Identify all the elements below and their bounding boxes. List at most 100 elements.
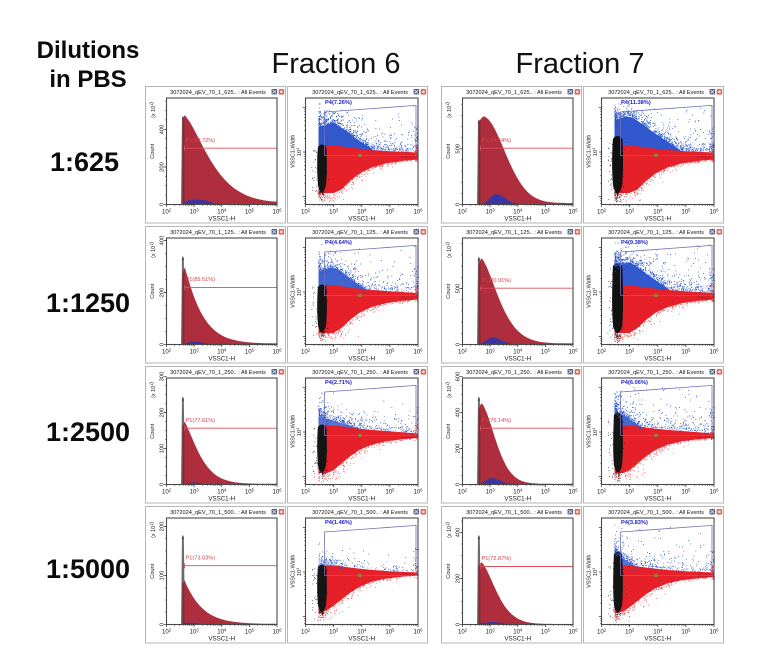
svg-text:0: 0 [456, 203, 462, 206]
svg-text:105: 105 [541, 487, 551, 495]
svg-text:103: 103 [486, 347, 496, 355]
svg-text:P1-C1: P1-C1 [402, 154, 415, 159]
svg-text:VSSC1-H: VSSC1-H [504, 635, 531, 642]
svg-text:103: 103 [592, 148, 599, 156]
svg-text:3072024_qEV_70_1_500.. : All E: 3072024_qEV_70_1_500.. : All Events [466, 510, 562, 516]
svg-text:103: 103 [329, 487, 339, 495]
svg-text:106: 106 [272, 487, 282, 495]
svg-text:104: 104 [653, 347, 663, 355]
svg-text:102: 102 [597, 627, 607, 635]
svg-text:104: 104 [217, 627, 227, 635]
svg-text:600: 600 [456, 372, 462, 382]
svg-text:105: 105 [245, 347, 255, 355]
svg-text:Count: Count [150, 283, 156, 298]
svg-text:3072024_qEV_70_1_500.. : All E: 3072024_qEV_70_1_500.. : All Events [312, 510, 408, 516]
svg-text:105: 105 [541, 627, 551, 635]
svg-text:106: 106 [272, 207, 282, 215]
svg-text:VSSC1-Width: VSSC1-Width [291, 275, 297, 308]
svg-text:VSSC1-Width: VSSC1-Width [587, 555, 593, 588]
svg-text:102: 102 [301, 347, 311, 355]
svg-text:1:625: 1:625 [50, 147, 119, 177]
svg-text:103: 103 [190, 627, 200, 635]
svg-text:P4(6.06%): P4(6.06%) [621, 380, 648, 386]
svg-text:500: 500 [456, 284, 462, 294]
svg-text:3072024_qEV_70_1_250.. : All E: 3072024_qEV_70_1_250.. : All Events [608, 370, 704, 376]
svg-text:P1-C1: P1-C1 [402, 434, 415, 439]
svg-text:P1(80.91%): P1(80.91%) [482, 278, 512, 284]
svg-text:VSSC1-Width: VSSC1-Width [291, 135, 297, 168]
svg-text:104: 104 [653, 487, 663, 495]
svg-text:106: 106 [709, 487, 719, 495]
svg-text:400: 400 [456, 528, 462, 538]
svg-text:103: 103 [329, 347, 339, 355]
svg-text:P1(84.54%): P1(84.54%) [482, 138, 512, 144]
svg-text:3072024_qEV_70_1_625.. : All E: 3072024_qEV_70_1_625.. : All Events [466, 90, 562, 96]
svg-text:3072024_qEV_70_1_125.. : All E: 3072024_qEV_70_1_125.. : All Events [608, 230, 704, 236]
svg-text:104: 104 [357, 487, 367, 495]
svg-text:(x 101): (x 101) [445, 522, 453, 538]
svg-text:105: 105 [541, 207, 551, 215]
svg-text:P1-C1: P1-C1 [698, 154, 711, 159]
svg-text:106: 106 [709, 207, 719, 215]
svg-text:100: 100 [160, 571, 166, 581]
svg-text:103: 103 [486, 207, 496, 215]
svg-text:P4(3.83%): P4(3.83%) [621, 520, 648, 526]
svg-text:Count: Count [446, 563, 452, 578]
svg-text:(x 101): (x 101) [445, 102, 453, 118]
svg-text:(x 101): (x 101) [149, 102, 157, 118]
svg-text:in PBS: in PBS [49, 66, 126, 93]
svg-text:Fraction 7: Fraction 7 [516, 48, 645, 80]
svg-text:103: 103 [296, 428, 303, 436]
svg-text:P1-C1: P1-C1 [402, 572, 415, 577]
svg-text:VSSC1-H: VSSC1-H [208, 495, 235, 502]
svg-text:0: 0 [160, 623, 166, 626]
svg-text:400: 400 [160, 236, 166, 246]
svg-text:102: 102 [162, 487, 172, 495]
svg-text:P1-C1: P1-C1 [698, 434, 711, 439]
svg-text:VSSC1-H: VSSC1-H [504, 355, 531, 362]
svg-text:102: 102 [301, 207, 311, 215]
svg-text:102: 102 [301, 627, 311, 635]
svg-text:200: 200 [160, 522, 166, 532]
svg-text:103: 103 [625, 627, 635, 635]
svg-text:106: 106 [568, 347, 578, 355]
svg-text:106: 106 [413, 347, 423, 355]
svg-text:105: 105 [245, 627, 255, 635]
svg-text:104: 104 [357, 627, 367, 635]
svg-text:0: 0 [160, 343, 166, 346]
svg-text:3072024_qEV_70_1_125.. : All E: 3072024_qEV_70_1_125.. : All Events [466, 230, 562, 236]
svg-text:VSSC1-H: VSSC1-H [348, 355, 375, 362]
svg-text:104: 104 [513, 207, 523, 215]
svg-text:400: 400 [160, 125, 166, 135]
svg-text:0: 0 [160, 483, 166, 486]
svg-text:3072024_qEV_70_1_250.. : All E: 3072024_qEV_70_1_250.. : All Events [312, 370, 408, 376]
svg-text:106: 106 [413, 627, 423, 635]
svg-text:103: 103 [296, 568, 303, 576]
svg-text:105: 105 [385, 347, 395, 355]
svg-text:105: 105 [385, 207, 395, 215]
svg-text:P4(11.38%): P4(11.38%) [621, 100, 651, 106]
svg-text:VSSC1-Width: VSSC1-Width [587, 415, 593, 448]
svg-text:VSSC1-H: VSSC1-H [644, 355, 671, 362]
svg-text:Count: Count [150, 563, 156, 578]
svg-text:0: 0 [456, 483, 462, 486]
svg-text:VSSC1-H: VSSC1-H [348, 635, 375, 642]
svg-text:VSSC1-Width: VSSC1-Width [291, 415, 297, 448]
svg-text:200: 200 [456, 574, 462, 584]
svg-text:106: 106 [272, 627, 282, 635]
svg-text:VSSC1-H: VSSC1-H [504, 495, 531, 502]
svg-text:VSSC1-Width: VSSC1-Width [587, 135, 593, 168]
svg-text:106: 106 [709, 627, 719, 635]
svg-text:P1(72.87%): P1(72.87%) [482, 556, 512, 562]
svg-text:103: 103 [329, 627, 339, 635]
svg-text:VSSC1-Width: VSSC1-Width [291, 555, 297, 588]
svg-text:P1(73.03%): P1(73.03%) [186, 555, 216, 561]
svg-text:0: 0 [456, 343, 462, 346]
svg-text:Dilutions: Dilutions [37, 37, 140, 64]
svg-text:103: 103 [592, 568, 599, 576]
svg-text:105: 105 [385, 627, 395, 635]
svg-text:103: 103 [190, 347, 200, 355]
svg-text:0: 0 [160, 203, 166, 206]
svg-text:103: 103 [486, 487, 496, 495]
svg-text:104: 104 [357, 207, 367, 215]
